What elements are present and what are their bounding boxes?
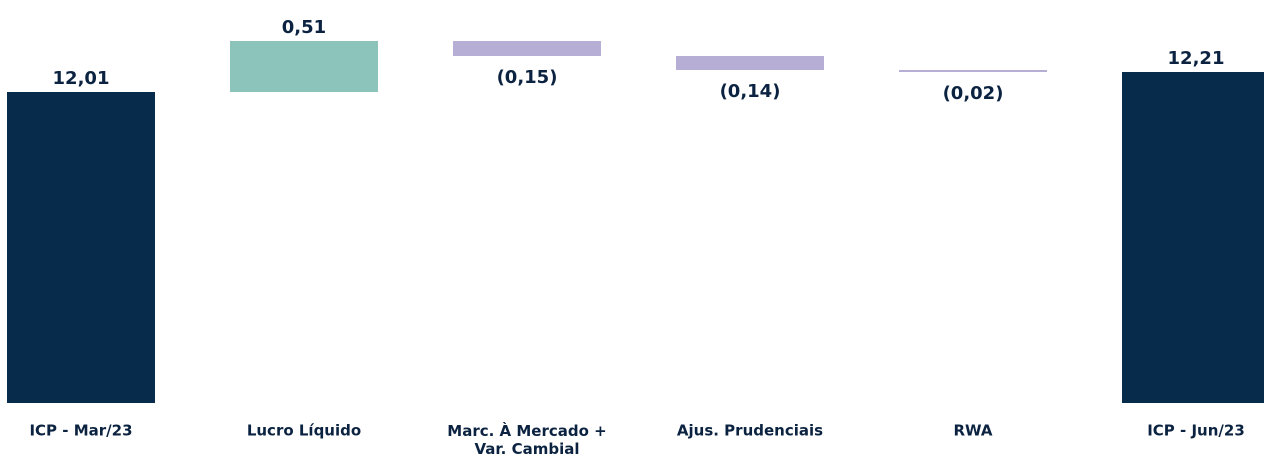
- x-tick-label: ICP - Jun/23: [1147, 422, 1245, 440]
- value-label: (0,15): [497, 67, 558, 88]
- x-tick-label: ICP - Mar/23: [29, 422, 132, 440]
- x-tick-label: Marc. À Mercado + Var. Cambial: [447, 421, 606, 458]
- x-tick-label: Ajus. Prudenciais: [677, 422, 823, 440]
- value-label: 12,21: [1168, 48, 1225, 69]
- value-label: 12,01: [53, 68, 110, 89]
- bar: [899, 70, 1047, 72]
- value-label: 0,51: [282, 17, 326, 38]
- x-tick-label: Lucro Líquido: [247, 422, 361, 440]
- value-label: (0,14): [720, 81, 781, 102]
- value-label: (0,02): [943, 83, 1004, 104]
- bar: [1122, 72, 1264, 403]
- bar: [676, 56, 824, 70]
- bar: [230, 41, 378, 92]
- x-tick-label: RWA: [953, 422, 992, 440]
- bar: [453, 41, 601, 56]
- bar: [7, 92, 155, 403]
